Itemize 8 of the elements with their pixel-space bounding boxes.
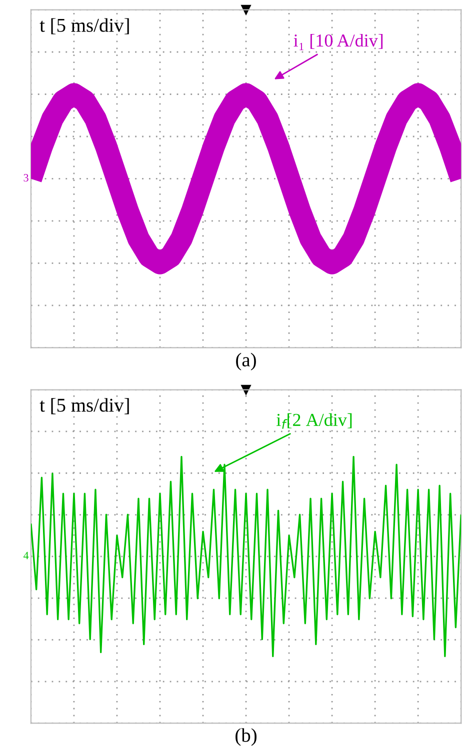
text: (a)	[236, 352, 256, 370]
text: (b)	[236, 728, 256, 746]
text: 4	[23, 552, 29, 560]
series-label: i$_{f}$[2 A/div]	[276, 413, 352, 429]
x-axis-title: t [5 ms/div]	[40, 398, 129, 414]
text: 3	[24, 174, 28, 182]
text: i₁ [10 A/div]	[294, 34, 383, 50]
x-axis-title: t [5 ms/div]	[40, 18, 129, 34]
